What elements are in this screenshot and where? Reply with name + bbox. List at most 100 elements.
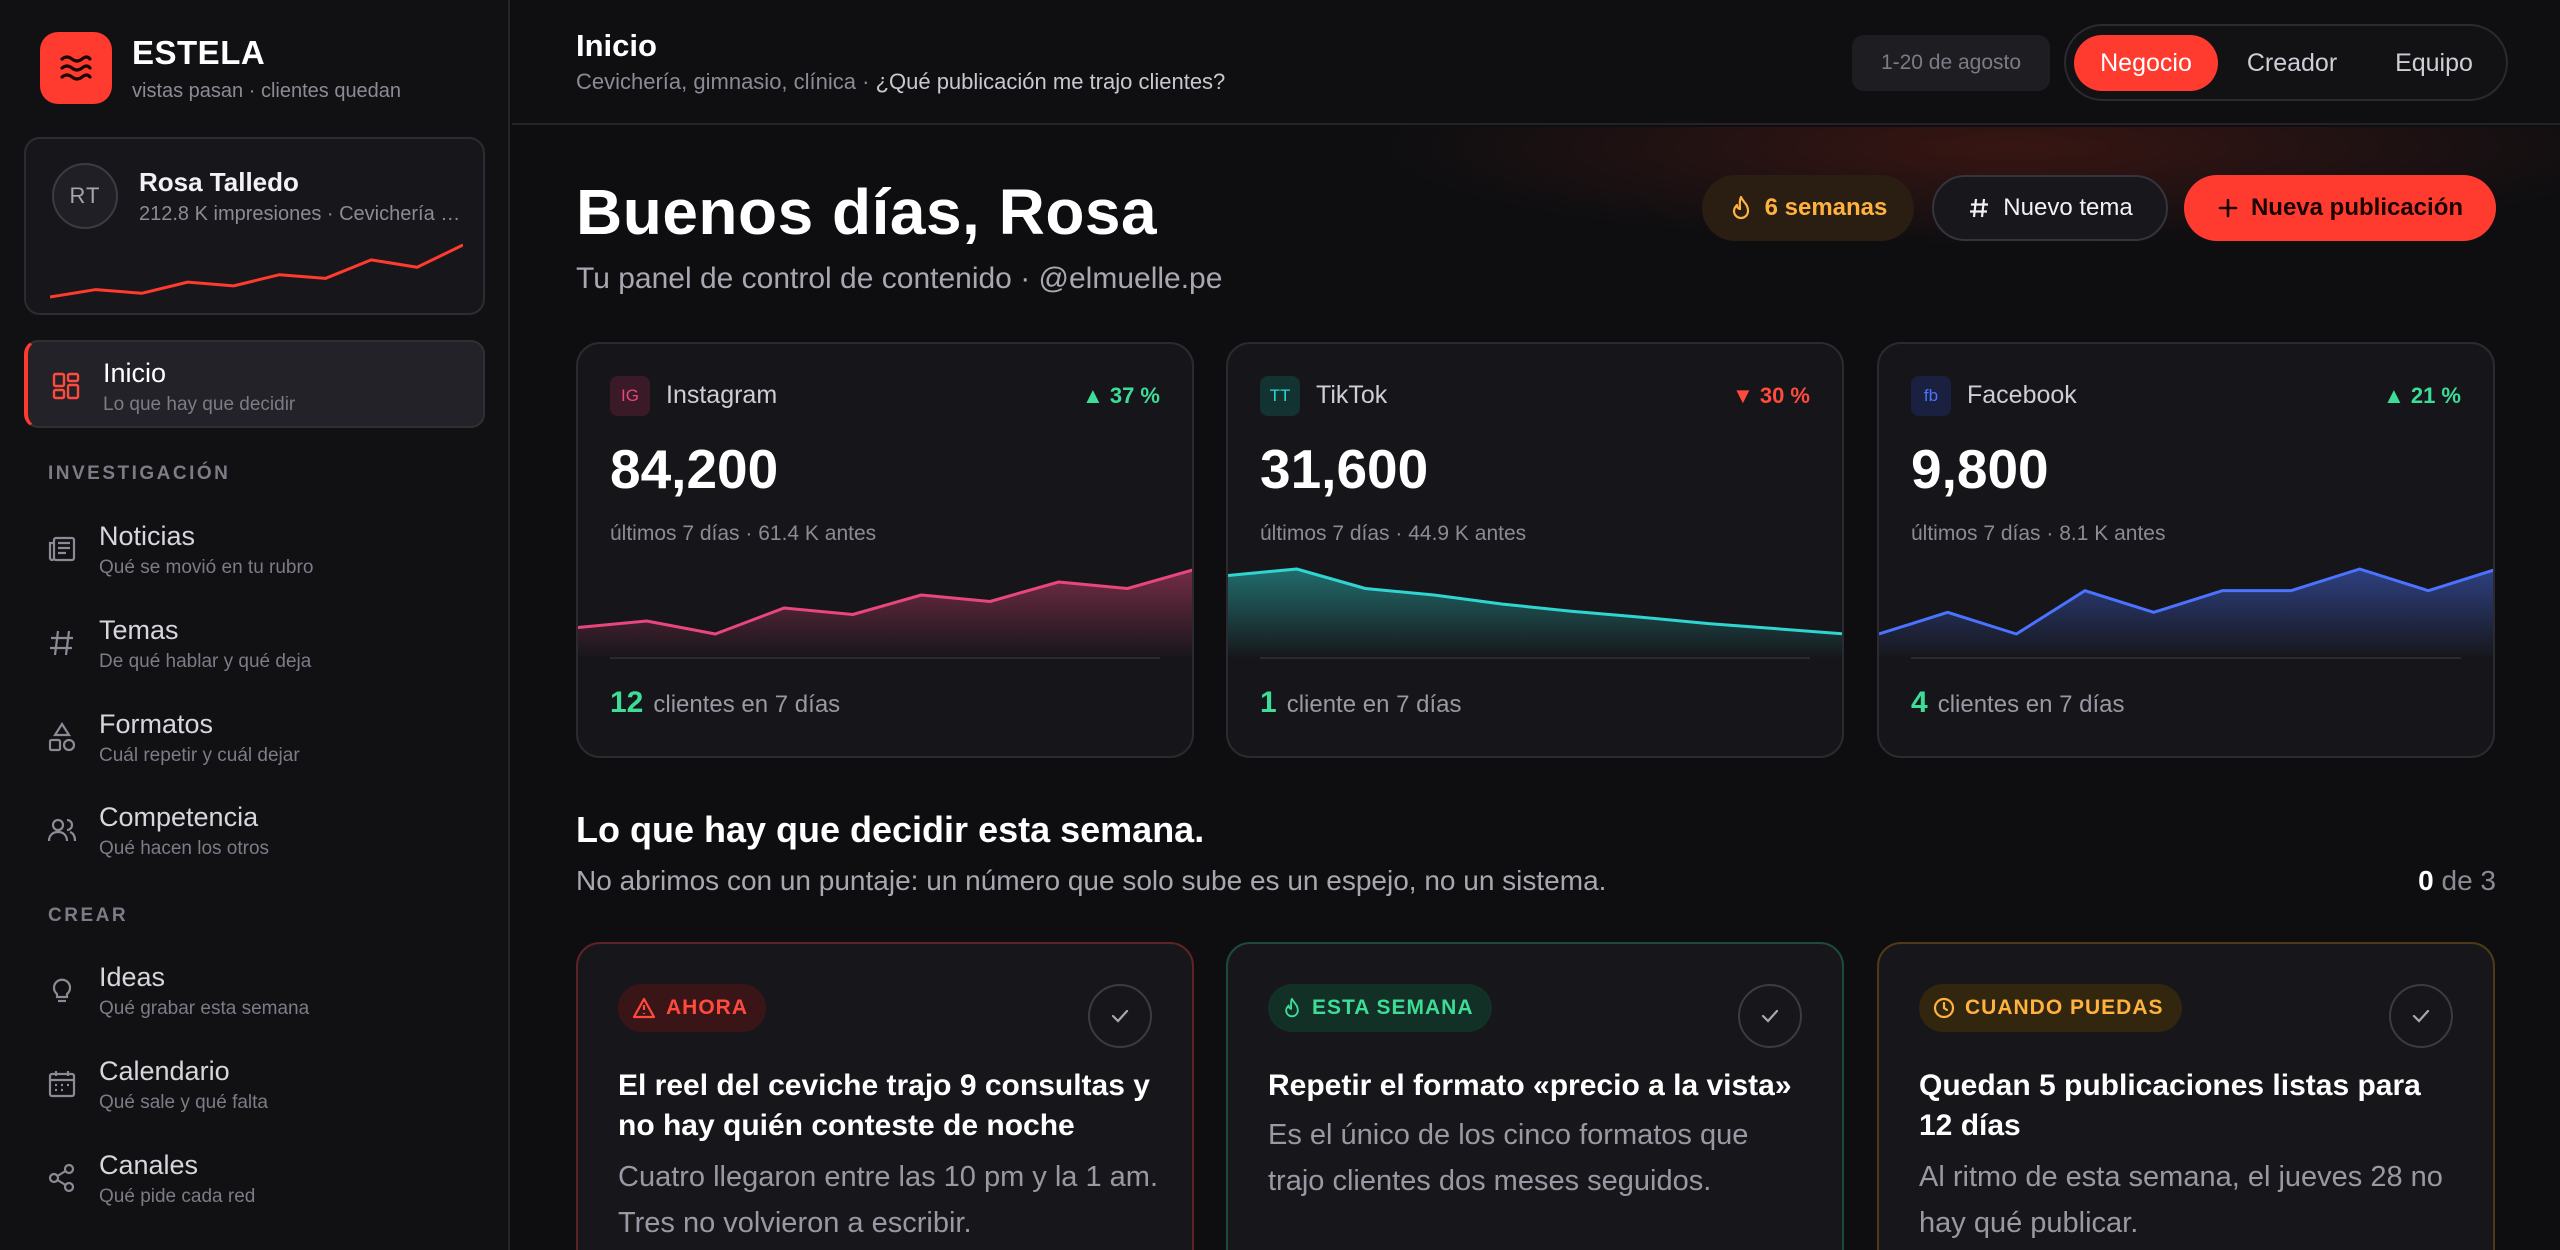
sidebar-item-sub: Qué grabar esta semana	[99, 998, 310, 1019]
decision-card-ahora[interactable]: AHORA El reel del ceviche trajo 9 consul…	[576, 942, 1194, 1250]
network-name: Instagram	[666, 381, 778, 409]
delta-value: 21 %	[2410, 383, 2461, 408]
streak-label: 6 semanas	[1764, 194, 1888, 221]
clients-number: 4	[1911, 686, 1928, 719]
mode-equipo-button[interactable]: Equipo	[2395, 48, 2473, 77]
profile-sparkline	[50, 243, 463, 299]
sidebar-item-label: Formatos	[99, 709, 214, 739]
decision-card-cuando-puedas[interactable]: CUANDO PUEDAS Quedan 5 publicaciones lis…	[1877, 942, 2495, 1250]
new-post-button[interactable]: Nueva publicación	[2184, 175, 2496, 241]
priority-label: AHORA	[666, 996, 748, 1019]
sidebar-item-calendario[interactable]: Calendario Qué sale y qué falta	[24, 1040, 485, 1128]
sidebar-item-label: Ideas	[99, 962, 166, 992]
profile-card[interactable]: RT Rosa Talledo 212.8 K impresiones · Ce…	[24, 137, 485, 315]
decision-card-esta-semana[interactable]: ESTA SEMANA Repetir el formato «precio a…	[1226, 942, 1844, 1250]
alert-icon	[632, 997, 656, 1019]
divider	[1911, 657, 2461, 659]
clients-count: 12 clientes en 7 días	[610, 686, 840, 720]
brand[interactable]: ESTELA vistas pasan · clientes quedan	[40, 32, 401, 104]
streak-badge[interactable]: 6 semanas	[1702, 175, 1914, 241]
mode-creador-button[interactable]: Creador	[2246, 48, 2338, 77]
sparkline	[1228, 567, 1842, 659]
priority-label: CUANDO PUEDAS	[1965, 996, 2164, 1019]
sidebar-item-label: Competencia	[99, 802, 259, 832]
mark-done-button[interactable]	[1738, 984, 1802, 1048]
page-question: ¿Qué publicación me trajo clientes?	[875, 69, 1226, 94]
hash-icon	[1970, 198, 1989, 218]
sparkline-line	[578, 568, 1192, 636]
brand-name: ESTELA	[132, 34, 266, 71]
topbar: Inicio Cevichería, gimnasio, clínica · ¿…	[512, 0, 2560, 125]
section-crear: CREAR	[48, 905, 129, 926]
check-icon	[1111, 1009, 1129, 1023]
network-name: Facebook	[1967, 381, 2077, 409]
sidebar-item-sub: Qué se movió en tu rubro	[99, 557, 314, 578]
new-post-label: Nueva publicación	[2250, 194, 2464, 221]
clients-count: 1 cliente en 7 días	[1260, 686, 1461, 720]
impressions-value: 31,600	[1260, 438, 1429, 500]
sidebar-item-label: Calendario	[99, 1056, 230, 1086]
sidebar-item-label: Temas	[99, 615, 179, 645]
decisions-total: de 3	[2433, 865, 2496, 896]
network-card-instagram[interactable]: IG Instagram ▲ 37 % 84,200 últimos 7 día…	[576, 342, 1194, 758]
decisions-done: 0	[2418, 865, 2434, 896]
sidebar-item-temas[interactable]: Temas De qué hablar y qué deja	[24, 599, 485, 687]
mark-done-button[interactable]	[1088, 984, 1152, 1048]
lightbulb-icon	[52, 978, 72, 1003]
mode-switcher: Negocio Creador Equipo	[2064, 24, 2508, 101]
sidebar-item-label: Noticias	[99, 521, 196, 551]
profile-name: Rosa Talledo	[139, 167, 299, 197]
delta-badge: ▲ 21 %	[2383, 383, 2461, 409]
plus-icon	[2218, 198, 2238, 218]
triangle-up-icon: ▲	[2382, 383, 2405, 408]
flame-icon	[1285, 997, 1299, 1018]
sidebar-item-competencia[interactable]: Competencia Qué hacen los otros	[24, 786, 485, 874]
sparkline	[578, 568, 1192, 659]
newspaper-icon	[48, 536, 76, 562]
clients-label: clientes en 7 días	[653, 691, 841, 718]
sidebar-item-canales[interactable]: Canales Qué pide cada red	[24, 1134, 485, 1222]
new-topic-button[interactable]: Nuevo tema	[1932, 175, 2168, 241]
impressions-value: 9,800	[1911, 438, 2049, 500]
shapes-icon	[48, 721, 76, 752]
decision-title: Quedan 5 publicaciones listas para 12 dí…	[1919, 1069, 2421, 1142]
network-card-facebook[interactable]: fb Facebook ▲ 21 % 9,800 últimos 7 días …	[1877, 342, 2495, 758]
sidebar-item-label: Canales	[99, 1150, 199, 1180]
check-icon	[1761, 1009, 1779, 1023]
clients-count: 4 clientes en 7 días	[1911, 686, 2124, 720]
sidebar-item-inicio[interactable]: Inicio Lo que hay que decidir	[24, 340, 485, 428]
sidebar-item-sub: Qué hacen los otros	[99, 838, 270, 859]
divider	[610, 657, 1160, 659]
mark-done-button[interactable]	[2389, 984, 2453, 1048]
hash-icon	[50, 630, 73, 656]
impressions-note: últimos 7 días · 44.9 K antes	[1260, 522, 1527, 545]
network-name: TikTok	[1316, 381, 1388, 409]
users-icon	[47, 818, 77, 842]
profile-trend-line	[50, 243, 463, 299]
sidebar-item-sub: Cuál repetir y cuál dejar	[99, 745, 300, 766]
brand-tagline: vistas pasan · clientes quedan	[132, 80, 402, 102]
network-card-tiktok[interactable]: TT TikTok ▼ 30 % 31,600 últimos 7 días ·…	[1226, 342, 1844, 758]
date-range-chip[interactable]: 1-20 de agosto	[1852, 35, 2050, 91]
new-topic-label: Nuevo tema	[2003, 194, 2133, 221]
sidebar-item-sub: Qué pide cada red	[99, 1186, 256, 1207]
section-investigacion: INVESTIGACIÓN	[48, 463, 231, 484]
delta-badge: ▲ 37 %	[1082, 383, 1160, 409]
greeting-subtitle: Tu panel de control de contenido · @elmu…	[576, 262, 1223, 295]
delta-badge: ▼ 30 %	[1732, 383, 1810, 409]
clients-label: clientes en 7 días	[1937, 691, 2125, 718]
sidebar: ESTELA vistas pasan · clientes quedan RT…	[0, 0, 510, 1250]
flame-icon	[1732, 195, 1749, 220]
impressions-value: 84,200	[610, 438, 779, 500]
sidebar-item-ideas[interactable]: Ideas Qué grabar esta semana	[24, 946, 485, 1034]
mode-negocio-button[interactable]: Negocio	[2074, 35, 2218, 91]
sidebar-item-noticias[interactable]: Noticias Qué se movió en tu rubro	[24, 505, 485, 593]
delta-value: 30 %	[1759, 383, 1810, 408]
sidebar-item-formatos[interactable]: Formatos Cuál repetir y cuál dejar	[24, 693, 485, 781]
triangle-up-icon: ▲	[1081, 383, 1104, 408]
page-subtitle-text: Cevichería, gimnasio, clínica ·	[576, 69, 876, 94]
decision-body: Es el único de los cinco formatos que tr…	[1268, 1119, 1749, 1197]
sparkline	[1879, 567, 2493, 659]
calendar-icon	[48, 1071, 76, 1098]
decision-title: Repetir el formato «precio a la vista»	[1268, 1069, 1792, 1102]
